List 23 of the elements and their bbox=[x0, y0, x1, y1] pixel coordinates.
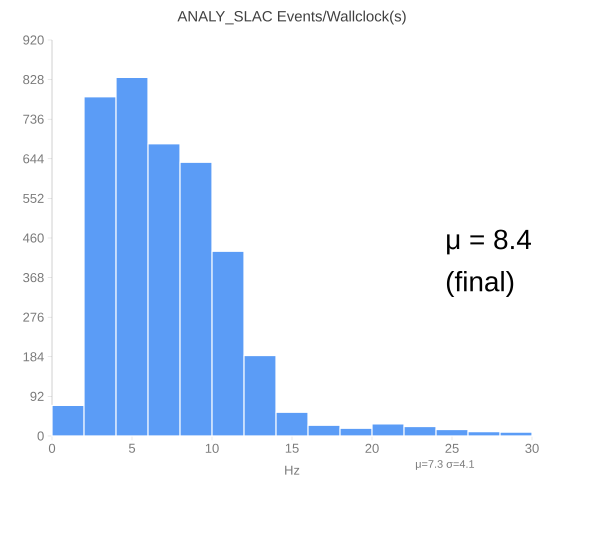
y-tick-label: 828 bbox=[23, 75, 44, 84]
x-tick-label: 25 bbox=[445, 444, 459, 453]
x-axis-title: Hz bbox=[285, 466, 300, 475]
x-tick-label: 20 bbox=[365, 444, 379, 453]
y-tick-label: 644 bbox=[23, 154, 44, 164]
x-tick-label: 15 bbox=[286, 444, 299, 453]
y-tick-label: 552 bbox=[23, 194, 44, 203]
y-tick-label: 92 bbox=[30, 392, 44, 401]
x-tick-label: 10 bbox=[206, 444, 219, 453]
y-tick-label: 736 bbox=[23, 114, 44, 124]
annotation: (final) bbox=[446, 271, 514, 297]
y-tick-label: 368 bbox=[23, 273, 44, 282]
y-tick-label: 920 bbox=[23, 35, 44, 45]
y-tick-label: 460 bbox=[22, 233, 44, 243]
y-tick-label: 0 bbox=[38, 431, 44, 441]
y-tick-label: 276 bbox=[23, 312, 44, 322]
x-tick-label: 0 bbox=[48, 444, 56, 453]
annotation: μ = 8.4 bbox=[447, 230, 531, 254]
text: μ=7.3 σ=4.1 bbox=[416, 460, 474, 470]
x-tick-label: 5 bbox=[128, 444, 136, 453]
chart-title: ANALY_SLAC Events/Wallclock(s) bbox=[177, 10, 406, 24]
y-tick-label: 184 bbox=[24, 352, 44, 362]
x-tick-label: 30 bbox=[525, 444, 539, 453]
